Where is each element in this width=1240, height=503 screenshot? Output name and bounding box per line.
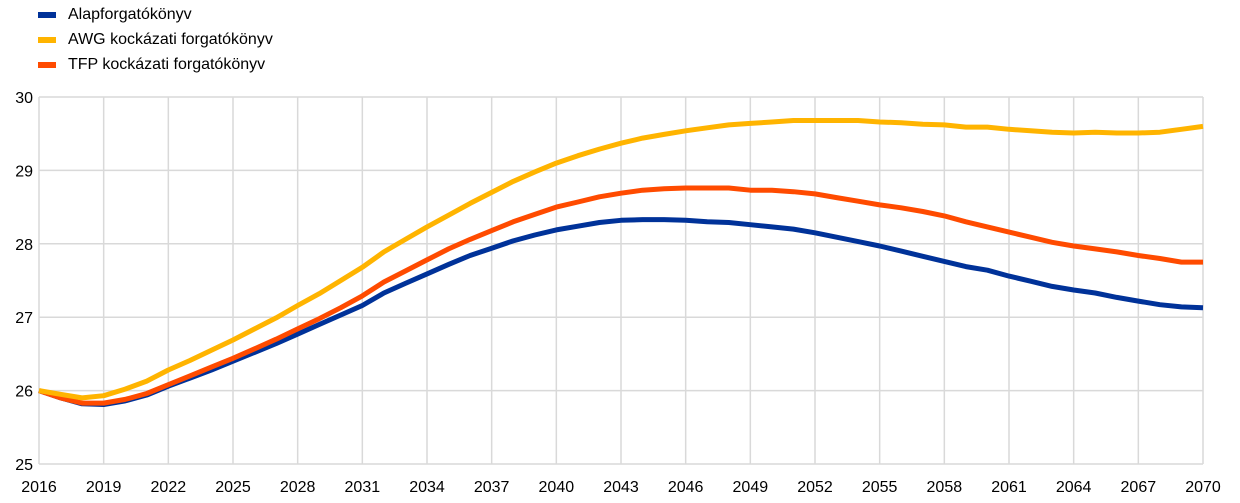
x-tick-label: 2058: [927, 479, 963, 496]
legend-swatch: [38, 61, 56, 68]
y-tick-label: 26: [15, 384, 33, 401]
x-tick-label: 2025: [215, 479, 251, 496]
series-line-tfp: [38, 185, 1203, 406]
legend-swatch: [38, 36, 56, 43]
x-tick-label: 2022: [151, 479, 187, 496]
legend-item-baseline: Alapforgatókönyv: [38, 2, 273, 27]
x-tick-label: 2034: [409, 479, 445, 496]
legend-item-tfp: TFP kockázati forgatókönyv: [38, 52, 273, 77]
x-tick-label: 2070: [1185, 479, 1221, 496]
legend: Alapforgatókönyv AWG kockázati forgatókö…: [38, 2, 273, 77]
legend-label: TFP kockázati forgatókönyv: [68, 55, 266, 73]
x-tick-label: 2016: [21, 479, 57, 496]
x-tick-label: 2019: [86, 479, 122, 496]
series-line-awg: [38, 118, 1204, 401]
series-line-baseline: [38, 217, 1204, 407]
y-tick-label: 27: [15, 310, 33, 327]
legend-label: Alapforgatókönyv: [68, 5, 192, 23]
x-tick-label: 2043: [603, 479, 639, 496]
legend-item-awg: AWG kockázati forgatókönyv: [38, 27, 273, 52]
x-tick-label: 2052: [797, 479, 833, 496]
y-tick-label: 29: [15, 163, 33, 180]
y-tick-label: 25: [15, 457, 33, 474]
x-tick-label: 2055: [862, 479, 898, 496]
legend-swatch: [38, 11, 56, 18]
x-tick-label: 2031: [345, 479, 381, 496]
y-tick-label: 28: [15, 237, 33, 254]
x-tick-label: 2046: [668, 479, 704, 496]
legend-label: AWG kockázati forgatókönyv: [68, 30, 273, 48]
x-tick-label: 2040: [539, 479, 575, 496]
x-tick-label: 2061: [991, 479, 1027, 496]
x-tick-label: 2064: [1056, 479, 1092, 496]
x-tick-label: 2049: [733, 479, 769, 496]
y-tick-label: 30: [15, 90, 33, 107]
x-tick-label: 2067: [1121, 479, 1157, 496]
x-tick-label: 2028: [280, 479, 316, 496]
x-tick-label: 2037: [474, 479, 510, 496]
